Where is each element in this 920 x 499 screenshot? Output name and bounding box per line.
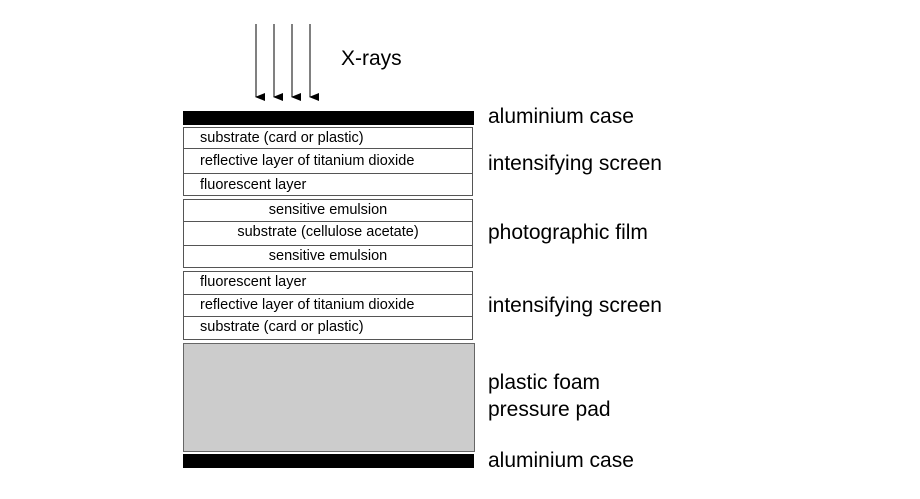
layer-substrate-card: substrate (card or plastic) xyxy=(200,319,364,335)
layer-substrate-card: substrate (card or plastic) xyxy=(184,128,472,149)
label-photographic-film: photographic film xyxy=(488,221,648,244)
layer-fluorescent: fluorescent layer xyxy=(200,177,307,193)
label-aluminium-case-top: aluminium case xyxy=(488,105,634,128)
intensifying-screen-top: substrate (card or plastic) reflective l… xyxy=(183,127,473,196)
label-intensifying-screen-bottom: intensifying screen xyxy=(488,294,662,317)
label-plastic-foam-pressure-pad: plastic foam pressure pad xyxy=(488,369,611,423)
layer-fluorescent: fluorescent layer xyxy=(184,272,472,295)
intensifying-screen-bottom: fluorescent layer reflective layer of ti… xyxy=(183,271,473,340)
layer-reflective-titanium-dioxide: reflective layer of titanium dioxide xyxy=(184,149,472,174)
layer-sensitive-emulsion-top: sensitive emulsion xyxy=(184,200,472,222)
label-aluminium-case-bottom: aluminium case xyxy=(488,449,634,472)
aluminium-case-top xyxy=(183,111,474,125)
aluminium-case-bottom xyxy=(183,454,474,468)
label-foam-line-1: plastic foam xyxy=(488,371,601,394)
layer-substrate-cellulose-acetate: substrate (cellulose acetate) xyxy=(184,222,472,246)
plastic-foam-pressure-pad xyxy=(183,343,475,452)
label-intensifying-screen-top: intensifying screen xyxy=(488,152,662,175)
photographic-film: sensitive emulsion substrate (cellulose … xyxy=(183,199,473,268)
xrays-label: X-rays xyxy=(341,47,402,70)
layer-sensitive-emulsion-bottom: sensitive emulsion xyxy=(268,248,388,264)
label-foam-line-2: pressure pad xyxy=(488,398,611,421)
layer-reflective-titanium-dioxide: reflective layer of titanium dioxide xyxy=(184,295,472,317)
